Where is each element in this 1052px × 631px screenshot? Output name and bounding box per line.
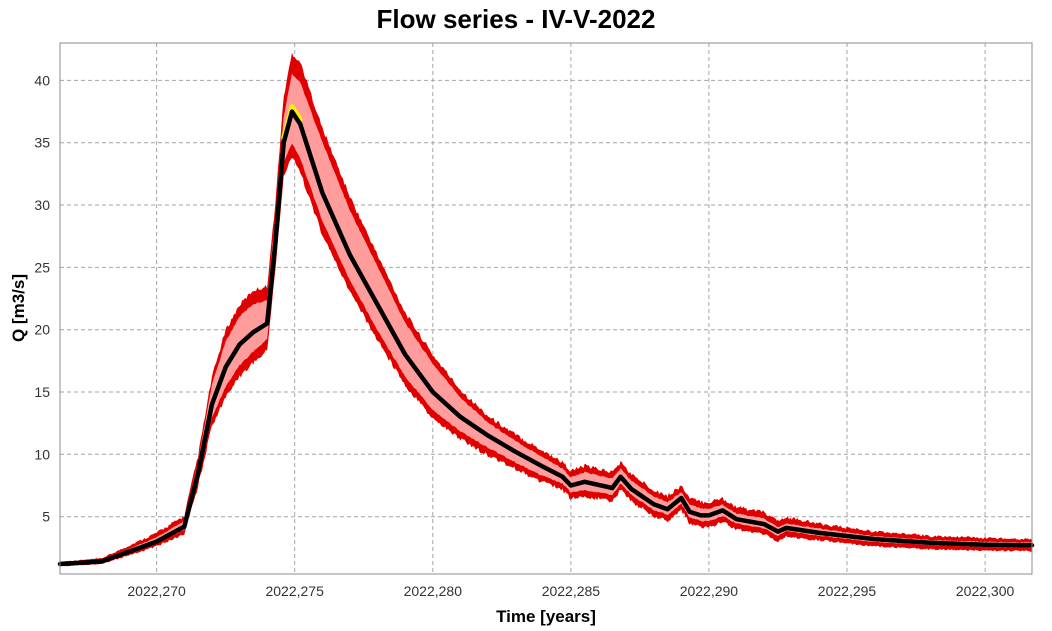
x-tick-label: 2022,295 xyxy=(818,583,877,599)
y-tick-label: 10 xyxy=(34,446,50,462)
y-tick-label: 20 xyxy=(34,322,50,338)
y-tick-label: 35 xyxy=(34,135,50,151)
tick-labels: 2022,270 2022,275 2022,280 2022,285 2022,290… xyxy=(34,72,1014,599)
inner-uncertainty-band xyxy=(60,73,1032,565)
x-tick-label: 2022,290 xyxy=(680,583,739,599)
x-axis-label: Time [years] xyxy=(496,607,596,626)
y-tick-label: 15 xyxy=(34,384,50,400)
chart-title: Flow series - IV-V-2022 xyxy=(377,4,656,34)
median-series xyxy=(57,104,1035,567)
outer-uncertainty-band xyxy=(60,52,1032,567)
grid-lines xyxy=(60,43,1032,574)
y-tick-label: 30 xyxy=(34,197,50,213)
x-tick-label: 2022,285 xyxy=(542,583,601,599)
y-tick-label: 40 xyxy=(34,72,50,88)
y-tick-label: 5 xyxy=(42,509,50,525)
x-tick-label: 2022,275 xyxy=(265,583,324,599)
y-axis-label: Q [m3/s] xyxy=(9,274,28,342)
x-tick-label: 2022,270 xyxy=(127,583,186,599)
y-tick-label: 25 xyxy=(34,259,50,275)
x-tick-label: 2022,280 xyxy=(404,583,463,599)
plot-frame xyxy=(59,42,1033,575)
median-flow-line xyxy=(57,109,1035,567)
x-tick-label: 2022,300 xyxy=(956,583,1015,599)
uncertainty-bands xyxy=(60,52,1032,567)
